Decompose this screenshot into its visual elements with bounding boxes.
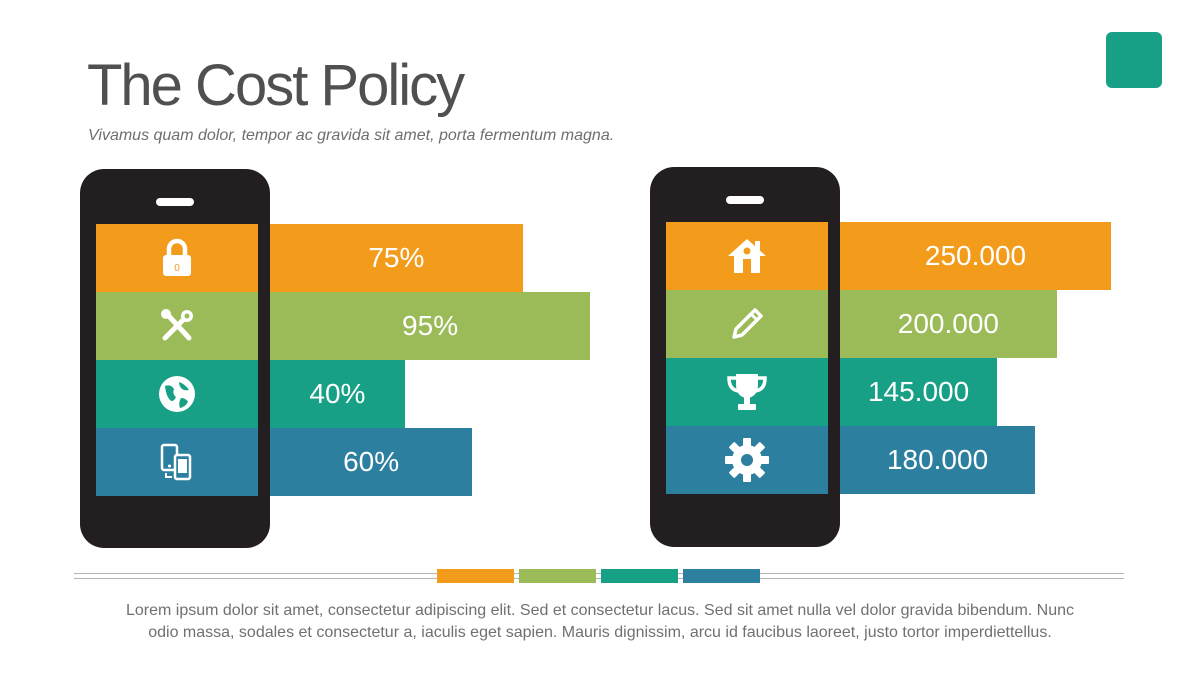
bar-value-label: 75%	[368, 242, 425, 273]
phone-speaker	[726, 196, 764, 204]
chart-bar: 40%	[270, 360, 405, 428]
bar-value-label: 180.000	[886, 444, 989, 475]
chart-bar: 60%	[270, 428, 473, 496]
legend-chip-green	[519, 569, 596, 583]
screen-row	[666, 222, 828, 290]
pencil-icon	[729, 306, 765, 342]
screen-row	[666, 358, 828, 426]
tools-icon	[157, 306, 197, 346]
legend-chip-teal	[601, 569, 678, 583]
bar-value-label: 40%	[309, 378, 366, 409]
chart-bar: 180.000	[840, 426, 1036, 494]
screen-row	[96, 292, 258, 360]
home-icon	[725, 236, 769, 276]
page-title: The Cost Policy	[87, 53, 465, 118]
bar-value-label: 145.000	[867, 376, 970, 407]
bar-value-label: 250.000	[924, 240, 1027, 271]
chart-bar: 75%	[270, 224, 523, 292]
screen-row	[666, 426, 828, 494]
bar-value-label: 60%	[343, 446, 400, 477]
trophy-icon	[725, 370, 769, 414]
legend-chip-orange	[437, 569, 514, 583]
screen-row	[666, 290, 828, 358]
footer-line-2: odio massa, sodales et consectetur a, ia…	[148, 624, 1052, 641]
page-subtitle: Vivamus quam dolor, tempor ac gravida si…	[88, 127, 615, 144]
chart-bar: 95%	[270, 292, 591, 360]
phone-speaker	[156, 198, 194, 206]
chart-bar: 145.000	[840, 358, 998, 426]
globe-icon	[157, 374, 197, 414]
corner-accent-square	[1106, 32, 1162, 88]
svg-text:0: 0	[174, 263, 180, 274]
bar-value-label: 200.000	[897, 308, 999, 339]
divider-line	[74, 573, 1124, 579]
screen-row	[96, 360, 258, 428]
screen-row: 0	[96, 224, 258, 292]
devices-icon	[157, 442, 197, 482]
footer-text: Lorem ipsum dolor sit amet, consectetur …	[70, 600, 1130, 644]
bar-value-label: 95%	[402, 310, 459, 341]
chart-bar: 250.000	[840, 222, 1111, 290]
lock-icon: 0	[160, 238, 194, 278]
footer-line-1: Lorem ipsum dolor sit amet, consectetur …	[125, 602, 1075, 619]
chart-bar: 200.000	[840, 290, 1057, 358]
gear-icon	[724, 437, 770, 483]
legend-chip-blue	[683, 569, 760, 583]
screen-row	[96, 428, 258, 496]
